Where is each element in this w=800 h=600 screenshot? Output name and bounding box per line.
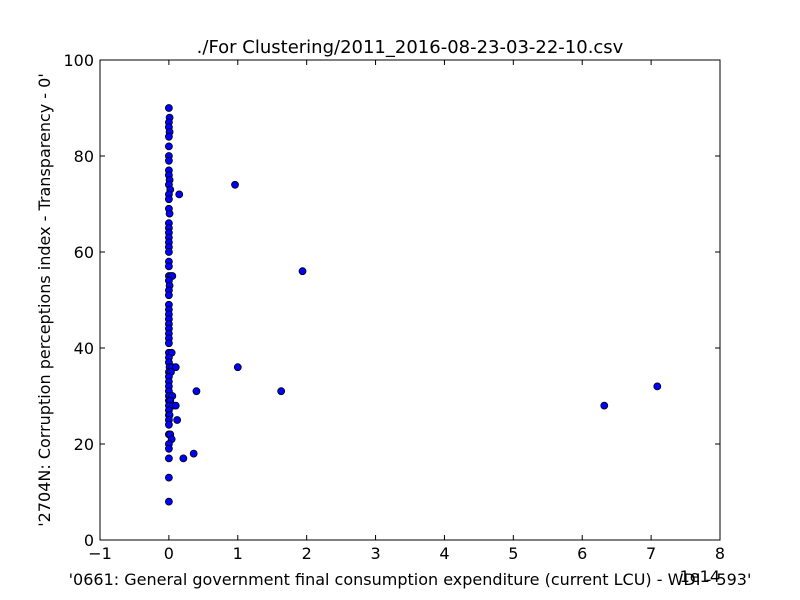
data-point — [165, 209, 174, 218]
data-point — [164, 420, 173, 429]
data-points — [164, 104, 662, 506]
x-axis-ticks: −1 0 1 2 3 4 5 6 7 8 — [88, 60, 725, 563]
data-point — [164, 156, 173, 165]
data-point — [653, 382, 662, 391]
data-point — [164, 142, 173, 151]
data-point — [171, 401, 180, 410]
data-point — [189, 449, 198, 458]
y-axis-label: '2704N: Corruption perceptions index - T… — [35, 73, 54, 526]
x-axis-label: '0661: General government final consumpt… — [69, 570, 752, 589]
x-tick-label: 4 — [439, 544, 449, 563]
y-axis-ticks: 0 20 40 60 80 100 — [63, 51, 720, 550]
data-point — [179, 454, 188, 463]
y-tick-label: 20 — [74, 435, 94, 454]
data-point — [164, 104, 173, 112]
data-point — [164, 262, 173, 271]
data-point — [164, 473, 173, 482]
y-tick-label: 40 — [74, 339, 94, 358]
x-tick-label: −1 — [88, 544, 112, 563]
x-tick-label: 3 — [370, 544, 380, 563]
data-point — [164, 444, 173, 453]
data-point — [164, 248, 173, 256]
data-point — [164, 497, 173, 506]
data-point — [192, 387, 201, 396]
data-point — [164, 339, 173, 348]
y-tick-label: 60 — [74, 243, 94, 262]
y-tick-label: 0 — [84, 531, 94, 550]
data-point — [164, 454, 173, 463]
y-tick-label: 100 — [63, 51, 94, 70]
x-tick-label: 1 — [233, 544, 243, 563]
x-tick-label: 0 — [164, 544, 174, 563]
data-point — [600, 401, 609, 410]
data-point — [164, 195, 173, 204]
data-point — [173, 416, 182, 424]
x-tick-label: 7 — [646, 544, 656, 563]
x-tick-label: 5 — [508, 544, 518, 563]
chart-title: ./For Clustering/2011_2016-08-23-03-22-1… — [197, 37, 624, 58]
data-point — [171, 363, 180, 372]
x-tick-label: 8 — [715, 544, 725, 563]
data-point — [298, 267, 307, 276]
data-point — [175, 190, 184, 199]
data-point — [277, 387, 286, 396]
y-tick-label: 80 — [74, 147, 94, 166]
data-point — [233, 363, 242, 372]
x-axis-offset-text: 1e14 — [680, 567, 720, 586]
data-point — [231, 180, 239, 189]
data-point — [164, 132, 173, 141]
data-point — [164, 291, 173, 300]
x-tick-label: 6 — [577, 544, 587, 563]
plot-frame — [99, 59, 721, 541]
x-tick-label: 2 — [302, 544, 312, 563]
